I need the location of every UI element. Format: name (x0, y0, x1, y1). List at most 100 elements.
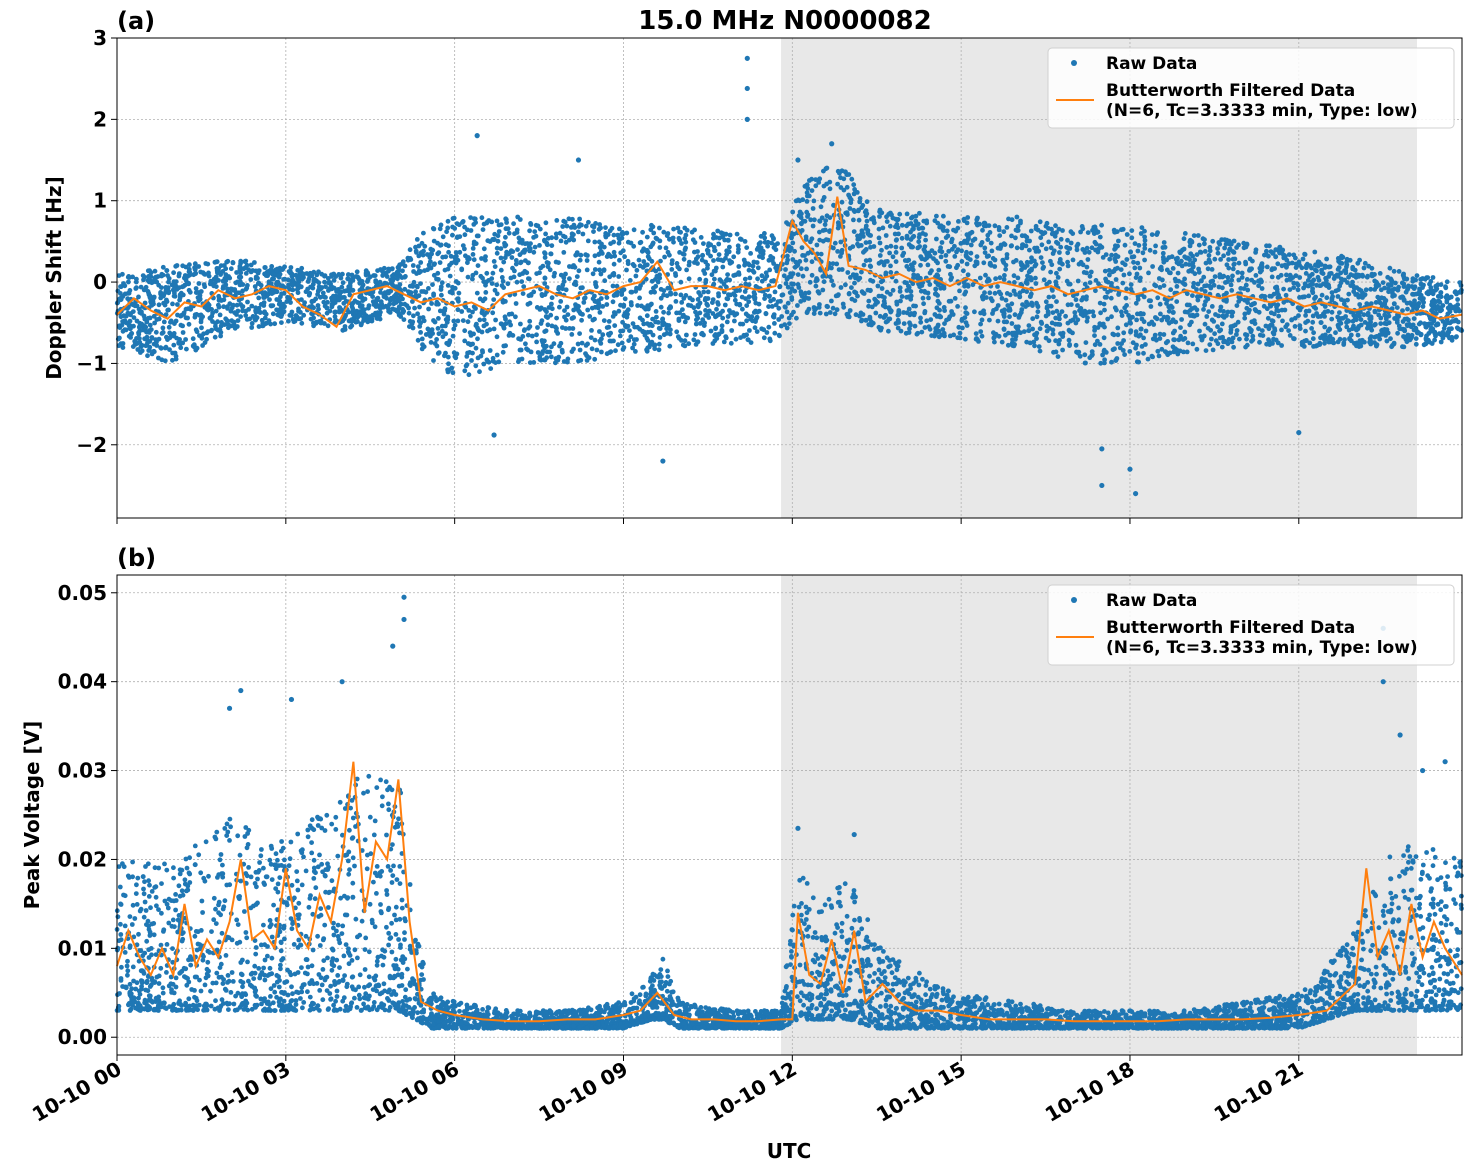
raw-data-point (617, 257, 622, 263)
raw-data-point (1378, 287, 1384, 293)
raw-data-point (885, 259, 890, 264)
raw-data-point (695, 249, 700, 254)
raw-data-point (940, 327, 946, 332)
raw-data-point (949, 246, 955, 252)
raw-data-point (580, 312, 585, 317)
raw-data-point (626, 338, 632, 343)
raw-data-point (316, 280, 322, 286)
raw-data-point (585, 307, 591, 313)
raw-data-point (156, 316, 162, 322)
raw-data-point (1264, 341, 1269, 347)
raw-data-point (800, 273, 806, 279)
raw-data-point (1009, 217, 1015, 223)
raw-data-point (256, 280, 262, 286)
raw-data-point (1194, 287, 1199, 292)
raw-data-point (673, 299, 679, 304)
raw-data-point (289, 309, 295, 315)
raw-data-point (1114, 307, 1119, 313)
raw-data-point (1124, 232, 1130, 237)
raw-data-point (462, 328, 468, 334)
raw-data-point (608, 241, 613, 247)
raw-data-point (616, 274, 622, 279)
raw-data-point (1041, 277, 1047, 283)
raw-data-point (426, 306, 431, 312)
raw-data-point (1357, 302, 1363, 307)
raw-data-point (547, 267, 553, 273)
raw-data-point (539, 318, 545, 324)
raw-data-point (1453, 289, 1458, 295)
raw-data-point (1297, 326, 1303, 331)
raw-data-point (1024, 339, 1030, 345)
raw-data-point (813, 177, 818, 183)
raw-data-point (302, 300, 307, 305)
raw-data-point (465, 227, 470, 233)
raw-data-point (1229, 277, 1235, 283)
raw-data-point (747, 275, 753, 281)
raw-data-point (1187, 322, 1193, 328)
raw-data-point (1151, 322, 1157, 327)
raw-data-point (827, 215, 833, 221)
raw-data-point (1150, 354, 1155, 360)
raw-data-point (925, 262, 931, 268)
raw-data-point (1271, 331, 1277, 337)
raw-data-point (853, 312, 859, 318)
raw-data-point (719, 323, 725, 329)
raw-data-point (1335, 273, 1341, 279)
raw-data-point (428, 246, 434, 252)
raw-data-point (1030, 303, 1035, 308)
raw-data-point (716, 241, 722, 247)
raw-data-point (477, 317, 483, 323)
raw-data-point (593, 282, 598, 287)
raw-data-point (922, 244, 928, 250)
raw-data-point (438, 287, 444, 292)
raw-data-point (578, 252, 584, 258)
raw-data-point (671, 239, 676, 245)
raw-data-point (836, 267, 842, 272)
raw-data-point (1226, 265, 1232, 271)
raw-data-point (545, 322, 551, 328)
raw-data-point (1300, 340, 1306, 345)
raw-data-point (1122, 352, 1127, 357)
raw-data-point (1057, 322, 1063, 327)
raw-data-point (417, 304, 422, 310)
raw-data-point (473, 270, 479, 276)
raw-data-point (658, 295, 664, 301)
raw-data-point (888, 263, 893, 269)
raw-data-point (1390, 343, 1395, 348)
raw-data-point (1133, 332, 1139, 338)
raw-data-point (601, 268, 607, 273)
raw-data-point (236, 274, 242, 280)
raw-data-point (1348, 338, 1354, 344)
raw-data-point (1185, 309, 1190, 315)
raw-data-point (703, 280, 708, 285)
raw-data-point (1050, 310, 1056, 315)
raw-data-point (509, 311, 515, 317)
raw-data-point (910, 234, 916, 240)
raw-data-point (540, 343, 546, 348)
raw-data-point (954, 249, 959, 255)
raw-data-point (487, 348, 493, 353)
raw-data-point (804, 209, 810, 215)
raw-data-point (863, 258, 869, 263)
raw-data-point (808, 217, 814, 223)
raw-data-point (959, 259, 965, 264)
raw-data-point (1158, 311, 1163, 317)
raw-data-point (619, 340, 625, 346)
raw-data-point (922, 309, 928, 314)
raw-data-point (682, 338, 688, 344)
raw-data-point (657, 326, 663, 331)
raw-data-point (1324, 295, 1330, 301)
raw-data-point (556, 260, 561, 265)
raw-data-point (839, 199, 845, 205)
raw-data-point (821, 279, 827, 285)
raw-data-point (1141, 335, 1146, 341)
raw-data-point (657, 238, 663, 244)
raw-data-point (569, 332, 575, 337)
raw-data-point (1181, 236, 1187, 242)
raw-data-point (218, 333, 224, 339)
raw-data-point (201, 271, 207, 276)
raw-data-point (1097, 342, 1103, 347)
raw-data-point (606, 331, 611, 337)
raw-data-point (835, 181, 840, 187)
raw-data-point (1001, 260, 1007, 265)
